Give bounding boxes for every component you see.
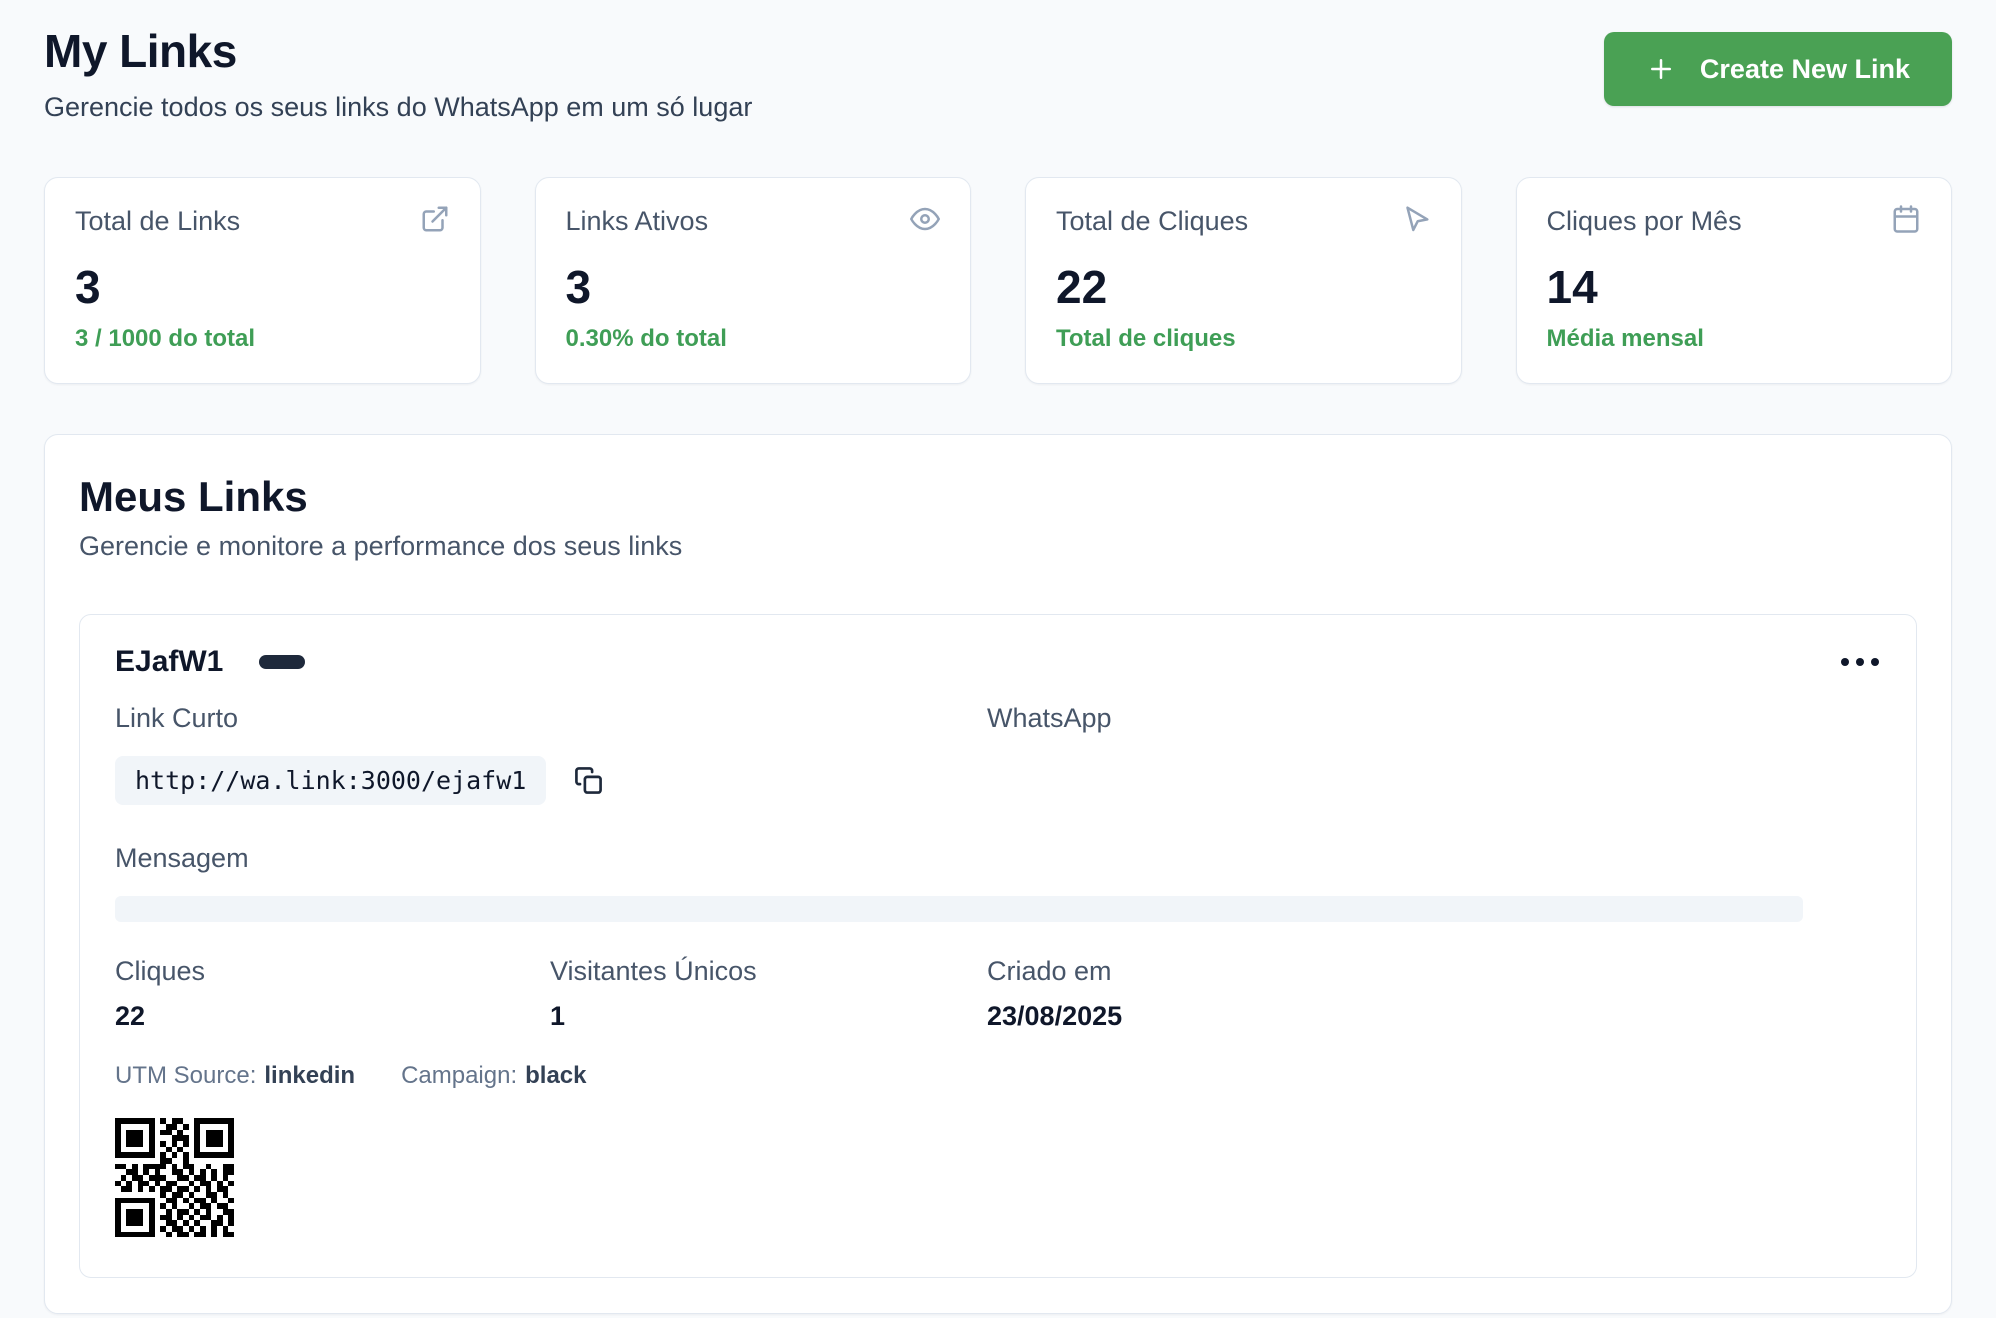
- create-new-link-button[interactable]: Create New Link: [1603, 32, 1952, 106]
- unique-visitors-value: 1: [550, 1001, 566, 1032]
- stat-note: Total de cliques: [1056, 325, 1236, 353]
- link-details-row: Link Curto http://wa.link:3000/ejafw1 Wh…: [115, 703, 1881, 806]
- created-at-value: 23/08/2025: [987, 1001, 1123, 1032]
- page-header-titles: My Links Gerencie todos os seus links do…: [44, 18, 752, 123]
- copy-link-button[interactable]: [574, 766, 603, 795]
- utm-campaign: Campaign: black: [401, 1062, 586, 1090]
- created-at-block: Criado em 23/08/2025: [987, 956, 1881, 1032]
- section-title: Meus Links: [79, 473, 308, 521]
- page-title: My Links: [44, 25, 237, 77]
- stat-note: 3 / 1000 do total: [75, 325, 256, 353]
- stat-note: Média mensal: [1546, 325, 1704, 353]
- stat-value: 3: [565, 261, 592, 313]
- more-options-button[interactable]: [1839, 650, 1881, 674]
- stat-card-total-links: Total de Links 3 3 / 1000 do total: [44, 177, 481, 385]
- utm-campaign-value: black: [525, 1062, 587, 1090]
- short-link-block: Link Curto http://wa.link:3000/ejafw1: [115, 703, 987, 806]
- stat-label: Links Ativos: [565, 206, 709, 236]
- stat-label: Total de Links: [75, 206, 241, 236]
- clicks-block: Cliques 22: [115, 956, 550, 1032]
- message-label: Mensagem: [115, 843, 249, 874]
- utm-source-label: UTM Source:: [115, 1062, 257, 1090]
- stat-label: Total de Cliques: [1056, 206, 1249, 236]
- link-stats-row: Cliques 22 Visitantes Únicos 1 Criado em…: [115, 956, 1881, 1032]
- qr-code: [115, 1118, 234, 1238]
- page-header: My Links Gerencie todos os seus links do…: [44, 18, 1952, 123]
- short-link-value: http://wa.link:3000/ejafw1: [115, 756, 547, 806]
- message-block: Mensagem: [115, 843, 1881, 923]
- stat-value: 22: [1056, 261, 1108, 313]
- message-value: [115, 896, 1804, 923]
- stat-card-total-clicks: Total de Cliques 22 Total de cliques: [1025, 177, 1462, 385]
- stat-note: 0.30% do total: [565, 325, 727, 353]
- channel-label: WhatsApp: [987, 703, 1112, 734]
- stat-value: 14: [1546, 261, 1598, 313]
- status-badge: [259, 655, 306, 670]
- link-card: EJafW1 Link Curto http://wa.link:3000/ej…: [79, 614, 1917, 1279]
- create-new-link-label: Create New Link: [1699, 53, 1910, 84]
- stat-card-active-links: Links Ativos 3 0.30% do total: [534, 177, 971, 385]
- unique-visitors-block: Visitantes Únicos 1: [550, 956, 987, 1032]
- created-at-label: Criado em: [987, 956, 1112, 987]
- my-links-section: Meus Links Gerencie e monitore a perform…: [44, 434, 1952, 1315]
- clicks-value: 22: [115, 1001, 146, 1032]
- link-name: EJafW1: [115, 645, 224, 679]
- stat-card-clicks-per-month: Cliques por Mês 14 Média mensal: [1515, 177, 1952, 385]
- section-subtitle: Gerencie e monitore a performance dos se…: [79, 531, 683, 562]
- utm-source: UTM Source: linkedin: [115, 1062, 355, 1090]
- external-link-icon: [420, 204, 450, 239]
- link-card-header: EJafW1: [115, 645, 1881, 679]
- page-subtitle: Gerencie todos os seus links do WhatsApp…: [44, 92, 753, 122]
- mouse-pointer-icon: [1401, 204, 1431, 239]
- eye-icon: [910, 204, 940, 239]
- stats-row: Total de Links 3 3 / 1000 do total Links…: [44, 177, 1952, 385]
- stat-label: Cliques por Mês: [1546, 206, 1742, 236]
- utm-source-value: linkedin: [264, 1062, 356, 1090]
- short-link-label: Link Curto: [115, 703, 239, 734]
- utm-campaign-label: Campaign:: [401, 1062, 518, 1090]
- unique-visitors-label: Visitantes Únicos: [550, 956, 757, 987]
- copy-icon: [575, 767, 603, 795]
- clicks-label: Cliques: [115, 956, 206, 987]
- plus-icon: [1650, 59, 1671, 79]
- channel-block: WhatsApp: [987, 703, 1881, 805]
- calendar-icon: [1891, 204, 1921, 239]
- utm-row: UTM Source: linkedin Campaign: black: [115, 1062, 1881, 1090]
- ellipsis-horizontal-icon: [1841, 658, 1879, 667]
- stat-value: 3: [75, 261, 101, 313]
